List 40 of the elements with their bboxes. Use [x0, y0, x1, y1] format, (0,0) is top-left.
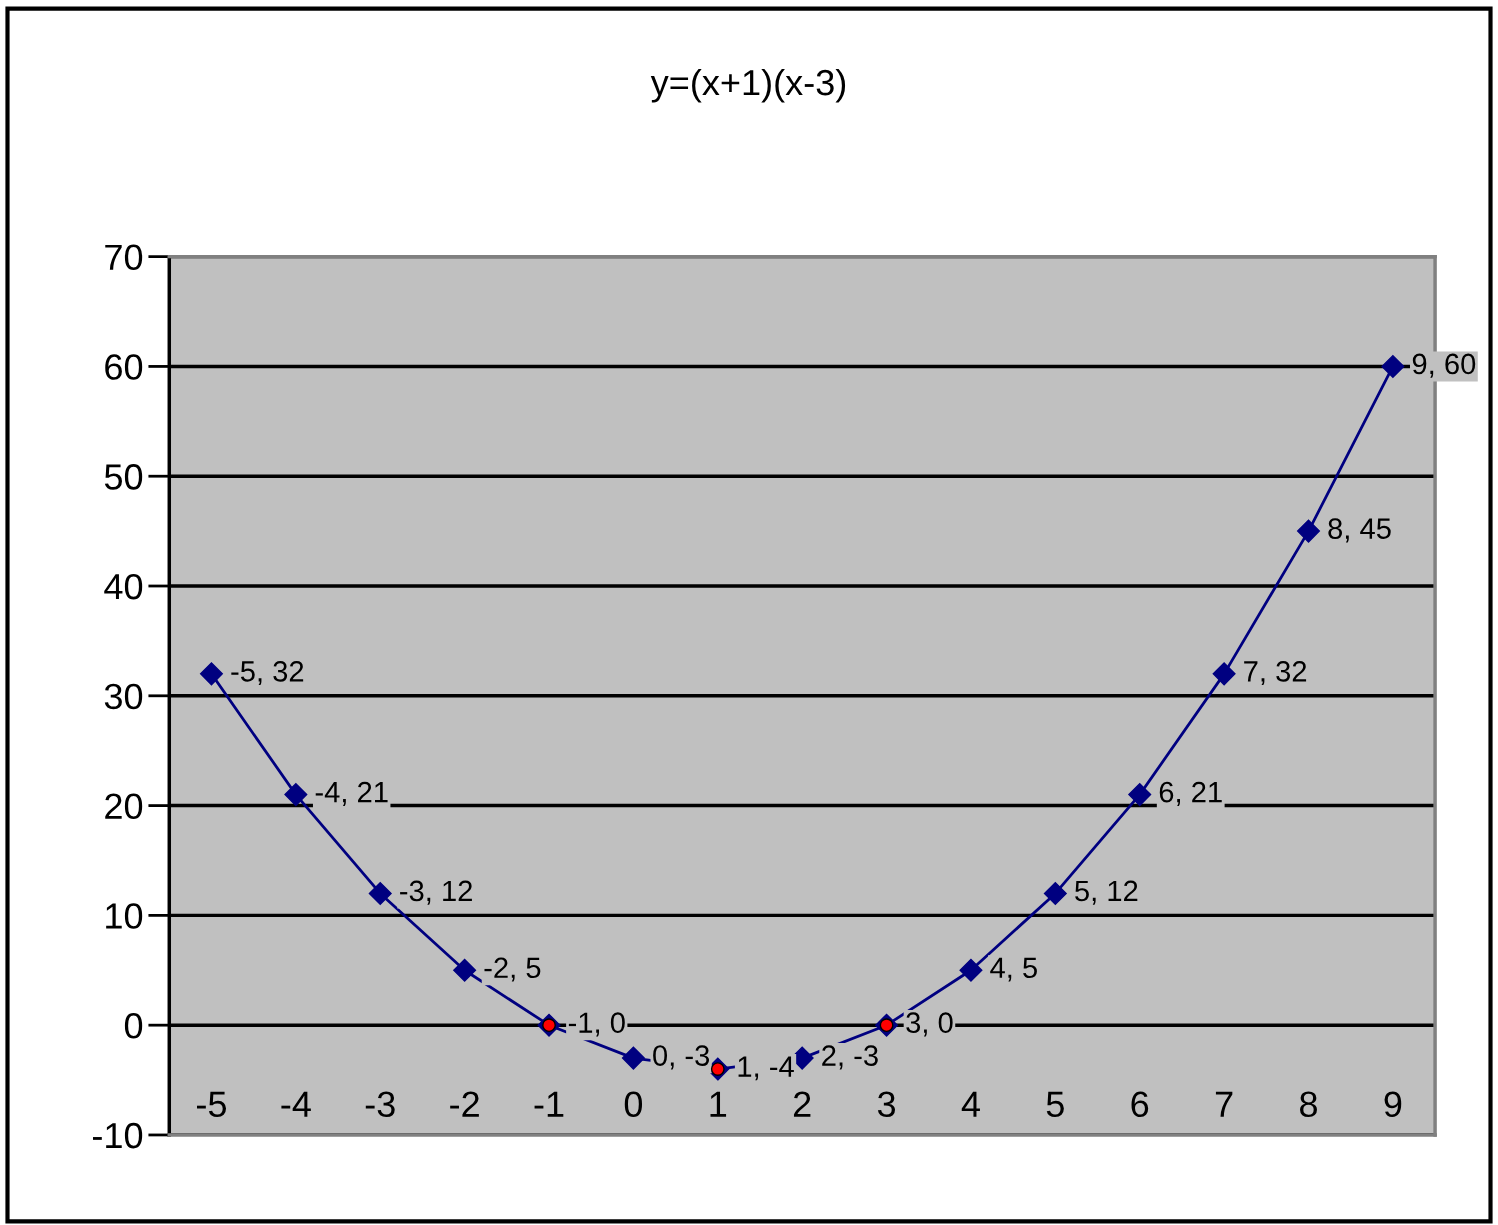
data-label: 9, 60: [1412, 353, 1476, 378]
x-tick-label: 5: [1046, 1091, 1064, 1118]
x-tick-label: 7: [1215, 1091, 1233, 1117]
y-tick-label: 50: [104, 464, 143, 490]
x-tick-label: 8: [1300, 1091, 1317, 1118]
data-label: -5, 32: [231, 661, 304, 686]
data-label: -4, 21: [315, 781, 388, 806]
y-tick-label: 60: [105, 354, 143, 380]
data-label: -1, 0: [568, 1012, 625, 1037]
data-label: 5, 12: [1075, 880, 1138, 905]
y-tick-label: 20: [105, 793, 143, 820]
x-tick-label: 4: [961, 1091, 980, 1117]
x-tick-label: -1: [534, 1091, 564, 1117]
y-tick-label: 40: [104, 573, 143, 600]
data-label: 3, 0: [906, 1012, 953, 1037]
y-tick-label: 70: [105, 244, 143, 271]
x-tick-label: 0: [624, 1091, 643, 1118]
data-label: -2, 5: [484, 957, 541, 982]
x-tick-label: -4: [281, 1091, 311, 1117]
chart-title: y=(x+1)(x-3): [650, 68, 846, 103]
data-label: 6, 21: [1159, 781, 1222, 806]
data-label: 2, -3: [822, 1045, 878, 1070]
data-label: 7, 32: [1244, 661, 1307, 686]
x-tick-label: -5: [197, 1091, 227, 1118]
data-label: -3, 12: [400, 880, 472, 905]
data-label: 8, 45: [1328, 518, 1391, 543]
x-tick-label: -3: [365, 1091, 395, 1118]
x-tick-label: 2: [793, 1091, 811, 1117]
x-tick-label: 6: [1131, 1091, 1149, 1118]
data-label: 0, -3: [653, 1045, 710, 1070]
y-tick-label: -10: [93, 1122, 143, 1149]
x-tick-label: -2: [450, 1091, 479, 1117]
x-tick-label: 1: [710, 1091, 727, 1117]
x-tick-label: 3: [877, 1091, 896, 1118]
data-label: 4, 5: [990, 957, 1037, 982]
y-tick-label: 10: [106, 903, 143, 929]
y-tick-label: 0: [124, 1013, 143, 1039]
y-tick-label: 30: [104, 683, 143, 710]
x-tick-label: 9: [1384, 1091, 1402, 1118]
data-label: 1, -4: [738, 1056, 794, 1081]
